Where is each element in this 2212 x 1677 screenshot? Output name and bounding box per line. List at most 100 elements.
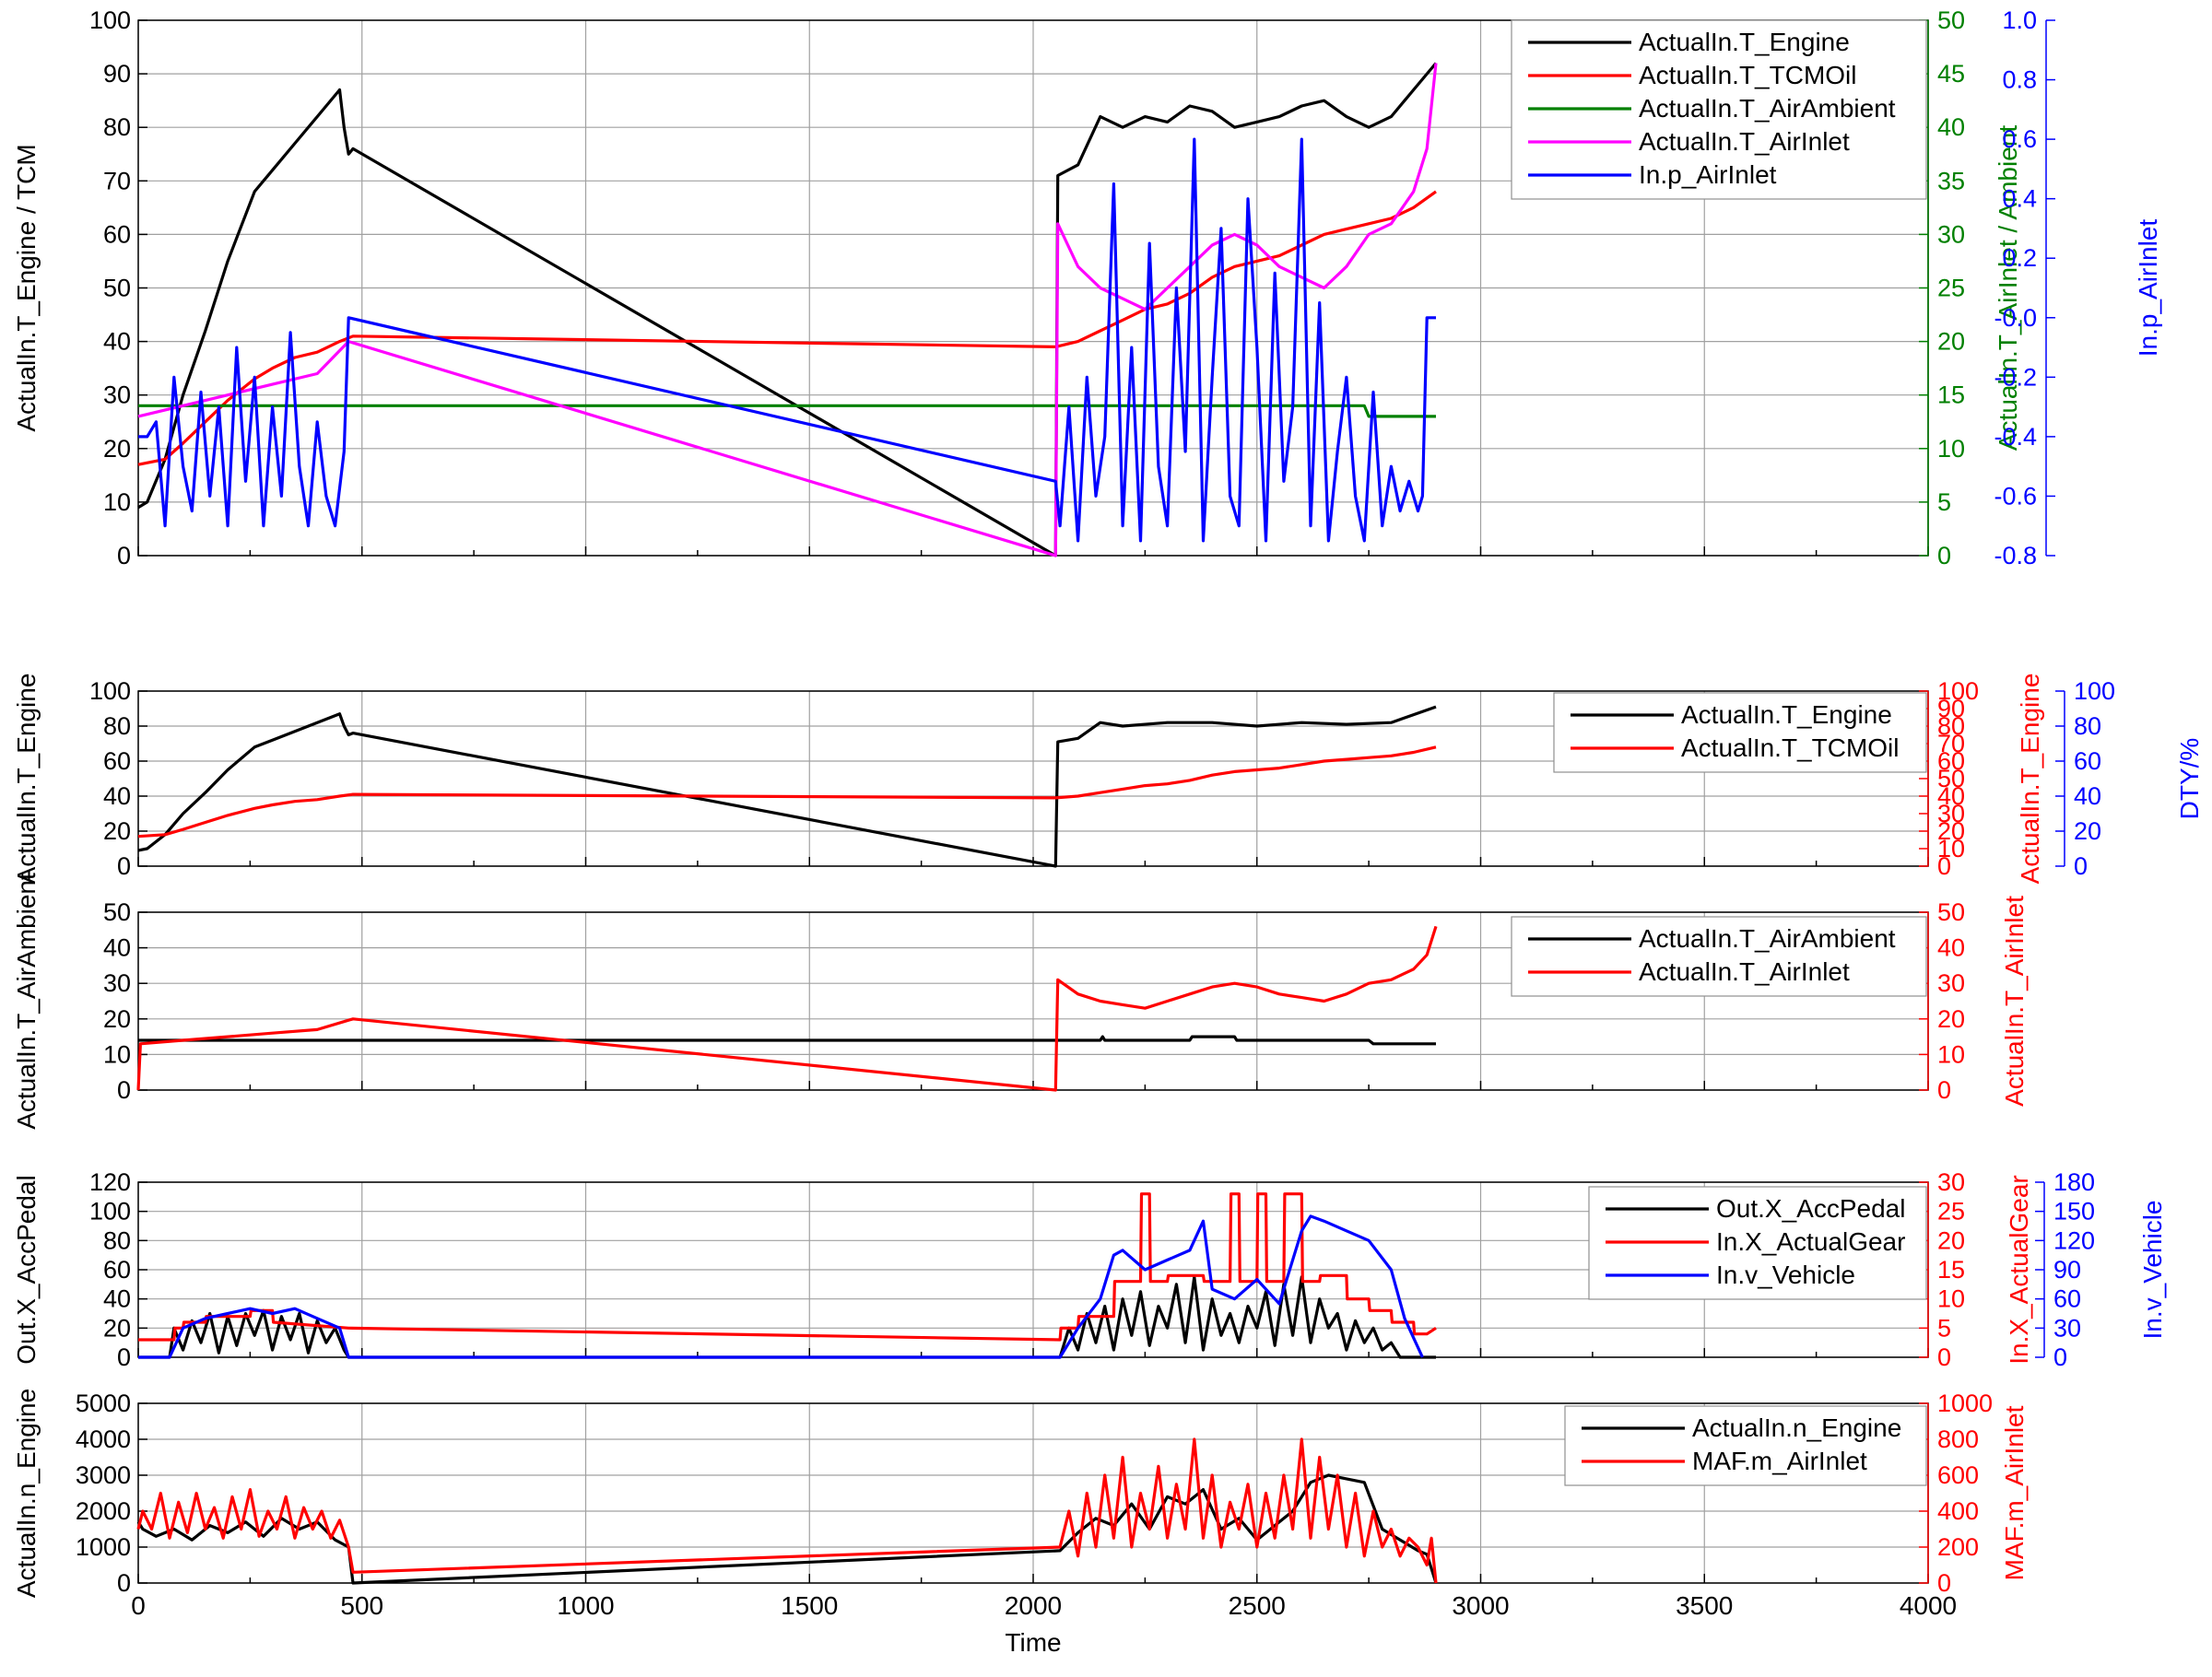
x-tick-label: 1000 bbox=[557, 1591, 614, 1620]
legend-box bbox=[1553, 692, 1927, 773]
y-tick-label: 1000 bbox=[76, 1533, 131, 1561]
x-tick-label: 500 bbox=[340, 1591, 383, 1620]
y-axis-title: ActualIn.n_Engine bbox=[12, 1389, 41, 1598]
legend-entry: ActualIn.T_AirInlet bbox=[1639, 127, 1850, 156]
y-axis-title: In.X_ActualGear bbox=[2005, 1175, 2033, 1364]
y-tick-label: 15 bbox=[1937, 1256, 1965, 1284]
y-tick-label: 80 bbox=[103, 113, 131, 141]
series-group bbox=[136, 925, 1438, 1092]
chart-panel-air-temperatures: 0 10 20 30 40 50 ActualIn.T_AirAmbient 0 10 20 30 4… bbox=[12, 873, 2029, 1130]
y-tick-label: 50 bbox=[1937, 898, 1965, 926]
y-tick-label: 0 bbox=[2053, 1343, 2067, 1371]
y-tick-label: 1.0 bbox=[2002, 6, 2037, 34]
y-tick-label: 80 bbox=[2074, 712, 2101, 740]
y-tick-label: 45 bbox=[1937, 60, 1965, 88]
y-tick-label: 10 bbox=[103, 1040, 131, 1068]
x-tick-label: 3000 bbox=[1452, 1591, 1509, 1620]
y-tick-label: 60 bbox=[103, 747, 131, 775]
y-tick-label: 90 bbox=[103, 60, 131, 88]
legend-entry: ActualIn.T_AirInlet bbox=[1639, 957, 1850, 986]
series-line-actualin-t-airambient bbox=[138, 404, 1436, 418]
y-tick-label: 30 bbox=[103, 381, 131, 409]
series-line-actualin-t-tcmoil bbox=[137, 190, 1437, 466]
y-tick-label: 40 bbox=[103, 328, 131, 356]
y-tick-label: 600 bbox=[1937, 1461, 1979, 1489]
y-tick-label: 20 bbox=[1937, 817, 1965, 845]
y-tick-label: 1000 bbox=[1937, 1390, 1993, 1417]
y-tick-label: 10 bbox=[1937, 435, 1965, 463]
y-tick-label: 30 bbox=[1937, 800, 1965, 827]
y-tick-label: 40 bbox=[103, 934, 131, 962]
legend-entry: ActualIn.T_Engine bbox=[1681, 700, 1892, 729]
x-tick-label: 1500 bbox=[781, 1591, 838, 1620]
y-tick-label: 30 bbox=[1937, 1168, 1965, 1196]
x-axis: 0 500 1000 1500 2000 2500 3000 3500 4000 Time bbox=[131, 1591, 1957, 1657]
series-line-actualin-t-airambient bbox=[138, 1035, 1436, 1046]
y-tick-label: 0 bbox=[1937, 852, 1951, 880]
y-tick-label: 120 bbox=[2053, 1226, 2095, 1254]
y-axis-left: 0 20 40 60 80 100 ActualIn.T_Engine bbox=[12, 674, 147, 885]
legend: ActualIn.T_Engine ActualIn.T_TCMOil Actual… bbox=[1511, 19, 1927, 200]
y-tick-label: 400 bbox=[1937, 1497, 1979, 1525]
y-axis-title: ActualIn.T_Engine / TCM bbox=[12, 144, 41, 431]
y-tick-label: 0.2 bbox=[2002, 244, 2037, 272]
y-tick-label: 60 bbox=[103, 220, 131, 248]
y-tick-label: -0.6 bbox=[1994, 482, 2037, 510]
series-line-actualin-n-engine bbox=[136, 1473, 1438, 1585]
y-tick-label: 70 bbox=[103, 167, 131, 194]
y-tick-label: 40 bbox=[2074, 782, 2101, 810]
y-axis-left: 0 10 20 30 40 50 60 70 80 90 100 ActualIn.T_Engine … bbox=[12, 6, 147, 569]
y-axis-right1: 0 10 20 30 40 50 ActualIn.T_AirInlet bbox=[1919, 896, 2029, 1107]
y-tick-label: 60 bbox=[103, 1256, 131, 1284]
y-tick-label: 200 bbox=[1937, 1533, 1979, 1561]
series-group bbox=[137, 62, 1438, 557]
y-tick-label: 40 bbox=[103, 1285, 131, 1313]
y-tick-label: 30 bbox=[1937, 969, 1965, 997]
y-tick-label: 40 bbox=[1937, 113, 1965, 141]
y-tick-label: 40 bbox=[1937, 782, 1965, 810]
y-axis-title: DTY/% bbox=[2175, 738, 2204, 820]
y-axis-title: ActualIn.T_Engine bbox=[12, 674, 41, 885]
y-tick-label: 10 bbox=[1937, 1285, 1965, 1313]
y-tick-label: 4000 bbox=[76, 1425, 131, 1453]
y-axis-right2: 0 20 40 60 80 100 DTY/% bbox=[2055, 677, 2204, 880]
y-tick-label: 180 bbox=[2053, 1168, 2095, 1196]
y-tick-label: 10 bbox=[1937, 1040, 1965, 1068]
y-axis-title: ActualIn.T_AirAmbient bbox=[12, 873, 41, 1130]
legend-entry: MAF.m_AirInlet bbox=[1692, 1447, 1867, 1475]
legend-entry: In.v_Vehicle bbox=[1716, 1261, 1855, 1289]
x-axis-title: Time bbox=[1005, 1628, 1061, 1657]
y-tick-label: 10 bbox=[103, 488, 131, 516]
y-tick-label: 60 bbox=[1937, 747, 1965, 775]
y-tick-label: 80 bbox=[1937, 712, 1965, 740]
y-tick-label: 800 bbox=[1937, 1425, 1979, 1453]
y-tick-label: 20 bbox=[1937, 1226, 1965, 1254]
y-tick-label: 5 bbox=[1937, 1314, 1951, 1342]
y-tick-label: 20 bbox=[1937, 1005, 1965, 1033]
y-tick-label: 20 bbox=[103, 435, 131, 463]
y-tick-label: 50 bbox=[103, 898, 131, 926]
x-tick-label: 2000 bbox=[1005, 1591, 1062, 1620]
series-group bbox=[136, 1437, 1438, 1585]
y-tick-label: 15 bbox=[1937, 381, 1965, 409]
series-line-maf-m-airinlet bbox=[136, 1437, 1438, 1584]
y-tick-label: 50 bbox=[1937, 6, 1965, 34]
y-tick-label: 35 bbox=[1937, 167, 1965, 194]
y-tick-label: -0.8 bbox=[1994, 542, 2037, 569]
series-line-actualin-t-airinlet bbox=[136, 925, 1438, 1092]
legend-entry: ActualIn.T_AirAmbient bbox=[1639, 94, 1896, 123]
y-tick-label: 90 bbox=[2053, 1256, 2081, 1284]
legend: ActualIn.T_Engine ActualIn.T_TCMOil bbox=[1553, 692, 1927, 773]
y-axis-left: 0 10 20 30 40 50 ActualIn.T_AirAmbient bbox=[12, 873, 147, 1130]
y-tick-label: 3000 bbox=[76, 1461, 131, 1489]
y-tick-label: 100 bbox=[89, 677, 131, 705]
y-tick-label: 30 bbox=[1937, 220, 1965, 248]
y-tick-label: 20 bbox=[2074, 817, 2101, 845]
series-group bbox=[138, 1192, 1437, 1359]
x-tick-label: 2500 bbox=[1229, 1591, 1286, 1620]
